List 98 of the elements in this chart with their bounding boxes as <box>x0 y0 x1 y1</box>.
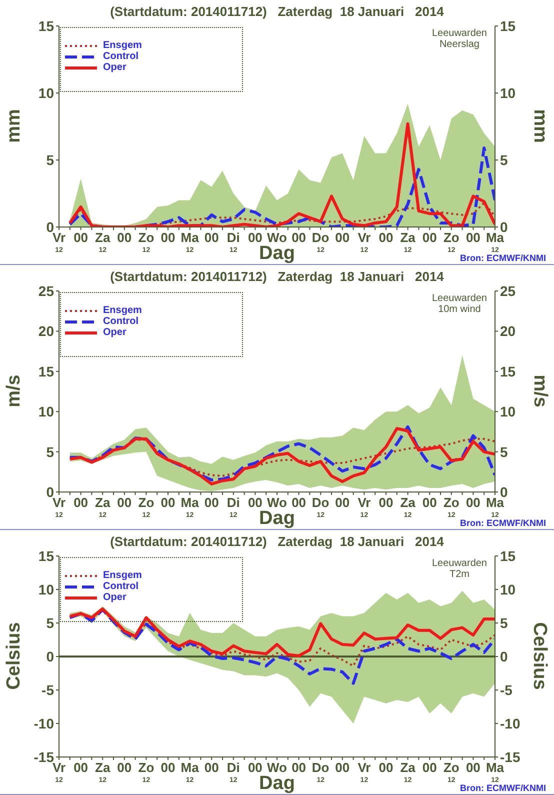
y-axis-title: Celsius <box>4 622 24 690</box>
x-tick-label: 00 <box>160 760 176 775</box>
y2-axis-title: mm <box>530 109 550 143</box>
x-tick-label: 00 <box>378 495 394 510</box>
x-axis-title: Dag <box>259 508 295 529</box>
chart-title: (Startdatum: 2014011712) Zaterdag 18 Januari 2014 <box>109 4 445 19</box>
x-tick-label: 00 <box>292 230 306 245</box>
legend-label: Oper <box>103 327 126 338</box>
legend-label: Ensgem <box>103 570 142 581</box>
y2-tick-label: 10 <box>500 84 516 101</box>
y-tick-label: 15 <box>38 18 54 34</box>
y2-tick-label: 10 <box>500 581 516 598</box>
x-tick-label: 00 <box>248 760 262 775</box>
y2-axis-title: m/s <box>530 374 550 408</box>
y-tick-label: 10 <box>38 581 54 598</box>
x-tick-label: 00 <box>204 760 219 775</box>
x-tick-label: Wo <box>267 760 288 775</box>
x-tick-label: 00 <box>204 230 219 245</box>
y2-tick-label: 10 <box>500 404 516 420</box>
line-series <box>68 608 495 685</box>
x-tick-label: 00 <box>378 760 394 775</box>
text: Bron: ECMWF/KNMI <box>460 518 546 528</box>
annotation: Leeuwarden <box>432 28 487 39</box>
x-tick-label: 00 <box>248 230 262 245</box>
y-axis-title: m/s <box>4 374 24 408</box>
x-tick-label: 00 <box>378 230 394 245</box>
x-tick-label: 00 <box>466 760 480 775</box>
x-tick-label: 00 <box>335 760 350 775</box>
y2-tick-label: 15 <box>500 548 516 564</box>
y-tick-label: 5 <box>46 152 54 168</box>
y-tick-label: 15 <box>38 548 54 564</box>
legend-label: Control <box>103 51 139 62</box>
x-tick-label: 00 <box>160 495 176 510</box>
x-tick-label: Wo <box>267 495 288 510</box>
y-tick-label: 15 <box>38 363 54 380</box>
x-tick-label: 00 <box>160 230 176 245</box>
x-tick-label: 00 <box>204 495 219 510</box>
chart-title: (Startdatum: 2014011712) Zaterdag 18 Januari 2014 <box>109 534 445 549</box>
legend-label: Oper <box>103 62 126 73</box>
y2-tick-label: 15 <box>500 363 516 380</box>
y2-tick-label: 5 <box>500 614 508 631</box>
annotation: 10m wind <box>437 304 482 315</box>
x-axis-title: Dag <box>259 243 295 264</box>
y-tick-label: 10 <box>38 84 54 101</box>
x-axis-title: Dag <box>259 773 295 794</box>
annotation: T2m <box>448 569 470 580</box>
y-tick-label: -5 <box>42 682 54 698</box>
x-tick-label: 00 <box>335 230 350 245</box>
y-tick-label: 25 <box>38 282 54 299</box>
legend-label: Ensgem <box>103 305 142 316</box>
y-tick-label: -10 <box>34 715 54 732</box>
y2-tick-label: 5 <box>500 152 508 168</box>
text: Bron: ECMWF/KNMI <box>460 253 546 263</box>
line-series <box>68 146 495 227</box>
x-tick-label: 00 <box>466 495 480 510</box>
y-tick-label: 5 <box>46 614 54 631</box>
line-series <box>68 607 495 658</box>
y-tick-label: 0 <box>46 648 54 664</box>
chart-title: (Startdatum: 2014011712) Zaterdag 18 Januari 2014 <box>109 269 445 284</box>
y-tick-label: 5 <box>46 444 54 460</box>
y2-tick-label: -15 <box>500 748 520 765</box>
text: Bron: ECMWF/KNMI <box>460 783 546 793</box>
x-tick-label: 00 <box>422 495 437 510</box>
y2-tick-label: 0 <box>500 218 508 235</box>
legend-label: Oper <box>103 592 126 603</box>
annotation: Leeuwarden <box>432 293 487 304</box>
line-series <box>68 122 495 227</box>
y2-tick-label: 0 <box>500 484 508 500</box>
legend-label: Ensgem <box>103 40 142 51</box>
annotation: Neerslag <box>438 39 480 50</box>
legend-label: Control <box>103 581 139 592</box>
y2-tick-label: 0 <box>500 648 508 664</box>
y2-tick-label: 15 <box>500 18 516 34</box>
x-tick-label: 00 <box>292 495 306 510</box>
x-tick-label: 00 <box>422 760 437 775</box>
y2-axis-title: Celsius <box>530 622 550 690</box>
y2-tick-label: 20 <box>500 323 516 340</box>
x-tick-label: 00 <box>335 495 350 510</box>
legend-label: Control <box>103 316 139 327</box>
x-tick-label: 00 <box>292 760 306 775</box>
y2-tick-label: 5 <box>500 444 508 460</box>
y-tick-label: 10 <box>38 404 54 420</box>
x-tick-label: 00 <box>248 495 262 510</box>
x-tick-label: 00 <box>117 760 132 775</box>
annotation: Leeuwarden <box>432 558 487 569</box>
x-tick-label: 00 <box>74 230 88 245</box>
y2-tick-label: -5 <box>500 682 513 698</box>
x-tick-label: Wo <box>267 230 288 245</box>
x-tick-label: 00 <box>117 230 132 245</box>
x-tick-label: 00 <box>117 495 132 510</box>
x-tick-label: 00 <box>74 760 88 775</box>
x-tick-label: 00 <box>422 230 437 245</box>
y-axis-title: mm <box>4 109 24 143</box>
x-tick-label: 00 <box>74 495 88 510</box>
y2-tick-label: -10 <box>500 715 520 732</box>
x-tick-label: 00 <box>466 230 480 245</box>
y-tick-label: 20 <box>38 323 54 340</box>
y2-tick-label: 25 <box>500 282 516 299</box>
